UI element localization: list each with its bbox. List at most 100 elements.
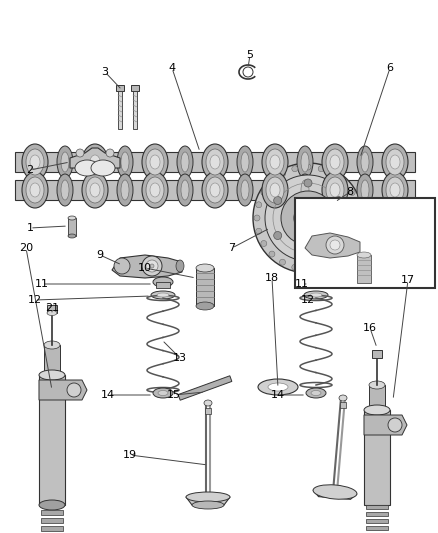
Bar (366, 526, 388, 530)
Text: 14: 14 (271, 390, 285, 400)
Circle shape (349, 240, 355, 246)
Circle shape (341, 251, 347, 257)
Ellipse shape (326, 177, 344, 203)
Circle shape (279, 171, 286, 177)
Circle shape (254, 215, 260, 221)
Ellipse shape (237, 174, 253, 206)
Ellipse shape (22, 172, 48, 208)
Ellipse shape (90, 183, 100, 197)
Ellipse shape (369, 381, 385, 389)
Ellipse shape (30, 183, 40, 197)
Ellipse shape (386, 149, 404, 175)
Polygon shape (39, 380, 87, 400)
Polygon shape (178, 376, 232, 400)
Circle shape (354, 202, 360, 208)
Ellipse shape (326, 149, 344, 175)
Ellipse shape (310, 293, 322, 297)
Ellipse shape (158, 391, 168, 395)
Ellipse shape (153, 277, 173, 287)
Ellipse shape (142, 172, 168, 208)
Ellipse shape (262, 144, 288, 180)
Text: 15: 15 (167, 390, 181, 400)
Text: 14: 14 (101, 390, 115, 400)
Ellipse shape (181, 152, 189, 172)
Ellipse shape (311, 391, 321, 395)
Text: 2: 2 (26, 165, 34, 175)
Bar (39, 375, 65, 505)
Text: 18: 18 (265, 273, 279, 283)
Ellipse shape (297, 146, 313, 178)
Ellipse shape (186, 492, 230, 502)
Text: 11: 11 (295, 279, 309, 289)
Ellipse shape (157, 293, 169, 297)
Text: 16: 16 (363, 323, 377, 333)
Bar (196, 268, 214, 306)
Bar (366, 505, 388, 509)
Ellipse shape (68, 234, 76, 238)
Ellipse shape (361, 180, 369, 200)
Ellipse shape (86, 149, 104, 175)
Polygon shape (70, 148, 120, 168)
Ellipse shape (91, 160, 115, 176)
Ellipse shape (206, 149, 224, 175)
Circle shape (326, 236, 344, 254)
Ellipse shape (306, 388, 326, 398)
Circle shape (150, 264, 154, 268)
Text: 6: 6 (386, 63, 393, 73)
Circle shape (114, 258, 130, 274)
Ellipse shape (117, 174, 133, 206)
Ellipse shape (297, 174, 313, 206)
Ellipse shape (237, 146, 253, 178)
Bar (47, 305, 57, 313)
Ellipse shape (364, 405, 390, 415)
Circle shape (331, 171, 336, 177)
Circle shape (292, 264, 298, 270)
Circle shape (146, 260, 158, 272)
Ellipse shape (86, 177, 104, 203)
Ellipse shape (357, 174, 373, 206)
Circle shape (142, 256, 162, 276)
Ellipse shape (301, 152, 309, 172)
Ellipse shape (146, 149, 164, 175)
Ellipse shape (382, 144, 408, 180)
Text: 17: 17 (401, 275, 415, 285)
Circle shape (261, 190, 267, 196)
Bar (366, 512, 388, 516)
Ellipse shape (82, 144, 108, 180)
Circle shape (106, 149, 114, 157)
Ellipse shape (304, 291, 328, 299)
Ellipse shape (39, 370, 65, 380)
Ellipse shape (117, 146, 133, 178)
Ellipse shape (306, 277, 326, 287)
Circle shape (261, 240, 267, 246)
Circle shape (253, 163, 363, 273)
Circle shape (305, 164, 311, 170)
Circle shape (274, 197, 282, 205)
Ellipse shape (44, 341, 60, 349)
Bar (156, 282, 170, 288)
Circle shape (292, 166, 298, 172)
Ellipse shape (241, 180, 249, 200)
Circle shape (281, 191, 335, 245)
Circle shape (354, 228, 360, 234)
Circle shape (305, 266, 311, 272)
Circle shape (269, 179, 275, 185)
Text: 20: 20 (19, 243, 33, 253)
Text: 11: 11 (35, 279, 49, 289)
Ellipse shape (61, 152, 69, 172)
Bar (41, 518, 63, 523)
Circle shape (356, 215, 362, 221)
Ellipse shape (121, 152, 129, 172)
Bar (340, 402, 346, 408)
Text: 10: 10 (138, 263, 152, 273)
Ellipse shape (386, 177, 404, 203)
Ellipse shape (57, 174, 73, 206)
Ellipse shape (266, 149, 284, 175)
Ellipse shape (177, 174, 193, 206)
Ellipse shape (82, 172, 108, 208)
Bar (15, 180, 415, 200)
Ellipse shape (61, 180, 69, 200)
Bar (41, 526, 63, 531)
Circle shape (334, 197, 343, 205)
Ellipse shape (202, 144, 228, 180)
